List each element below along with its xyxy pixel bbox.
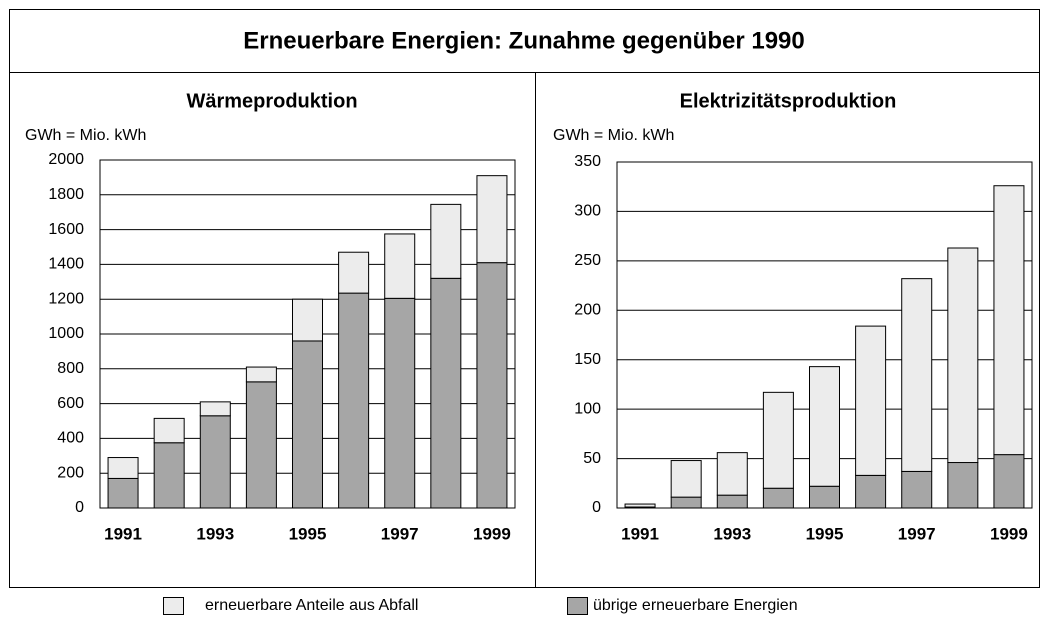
frame — [9, 9, 1040, 588]
bar-segment — [476, 262, 508, 509]
bar-segment — [993, 185, 1025, 456]
bar-segment — [716, 494, 748, 509]
bar-segment — [430, 277, 462, 509]
y-tick-label: 0 — [592, 499, 601, 516]
y-tick-label: 2000 — [48, 151, 84, 168]
y-tick-label: 600 — [57, 395, 84, 412]
x-tick-label: 1993 — [196, 524, 234, 543]
legend-label: übrige erneuerbare Energien — [593, 597, 798, 614]
bar-segment — [716, 452, 748, 496]
y-tick-label: 1200 — [48, 290, 84, 307]
y-tick-label: 200 — [574, 302, 601, 319]
bar-segment — [947, 462, 979, 509]
y-tick-label: 800 — [57, 360, 84, 377]
bar-segment — [901, 278, 933, 472]
bar-segment — [107, 457, 139, 479]
bar-segment — [292, 340, 323, 509]
bar-segment — [245, 366, 277, 383]
bar-segment — [384, 233, 416, 299]
x-tick-label: 1993 — [713, 524, 751, 543]
chart-title: Wärmeproduktion — [186, 90, 357, 112]
y-tick-label: 1400 — [48, 256, 84, 273]
y-tick-label: 1000 — [48, 325, 84, 342]
bar-segment — [245, 381, 277, 509]
bar-segment — [624, 503, 656, 508]
bar-segment — [107, 477, 139, 509]
y-tick-label: 1600 — [48, 221, 84, 238]
y-tick-label: 150 — [574, 351, 601, 368]
x-tick-label: 1995 — [806, 524, 844, 543]
legend-label: erneuerbare Anteile aus Abfall — [205, 597, 418, 614]
y-tick-label: 50 — [583, 450, 601, 467]
bar-segment — [901, 470, 933, 509]
bar-segment — [670, 496, 702, 509]
bar-segment — [762, 391, 794, 489]
x-tick-label: 1999 — [473, 524, 511, 543]
y-tick-label: 0 — [75, 499, 84, 516]
bar-segment — [153, 417, 185, 444]
bar-segment — [199, 415, 231, 509]
bar-segment — [292, 298, 323, 342]
y-axis-label: GWh = Mio. kWh — [25, 127, 146, 144]
bar-segment — [809, 366, 840, 487]
x-tick-label: 1991 — [104, 524, 142, 543]
bar-segment — [993, 454, 1025, 509]
bar-segment — [670, 460, 702, 498]
chart-title: Elektrizitätsproduktion — [680, 90, 897, 112]
y-tick-label: 400 — [57, 430, 84, 447]
y-tick-label: 250 — [574, 252, 601, 269]
legend-swatch — [163, 597, 184, 615]
bar-segment — [762, 487, 794, 509]
y-tick-label: 350 — [574, 153, 601, 170]
bar-segment — [947, 247, 979, 464]
bar-segment — [476, 175, 508, 264]
x-tick-label: 1999 — [990, 524, 1028, 543]
bar-segment — [338, 292, 370, 509]
bar-segment — [338, 251, 370, 294]
bar-segment — [430, 203, 462, 279]
y-tick-label: 300 — [574, 203, 601, 220]
x-tick-label: 1997 — [898, 524, 936, 543]
page-title: Erneuerbare Energien: Zunahme gegenüber … — [243, 27, 805, 54]
bar-segment — [855, 325, 887, 476]
legend-swatch — [567, 597, 588, 615]
bar-segment — [384, 297, 416, 509]
x-tick-label: 1997 — [381, 524, 419, 543]
bar-segment — [855, 474, 887, 509]
y-tick-label: 200 — [57, 464, 84, 481]
y-tick-label: 100 — [574, 400, 601, 417]
bar-segment — [809, 485, 840, 509]
y-axis-label: GWh = Mio. kWh — [553, 127, 674, 144]
bar-segment — [199, 401, 231, 417]
y-tick-label: 1800 — [48, 186, 84, 203]
x-tick-label: 1991 — [621, 524, 659, 543]
bar-segment — [153, 442, 185, 509]
x-tick-label: 1995 — [289, 524, 327, 543]
